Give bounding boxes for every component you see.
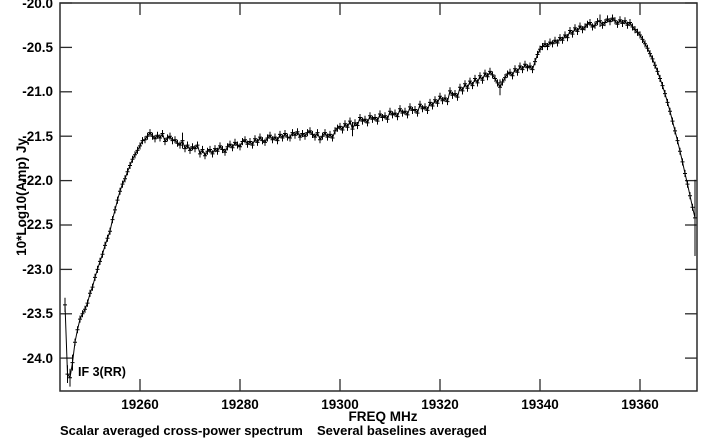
- y-tick-label: -22.5: [22, 217, 53, 232]
- y-tick-label: -22.0: [22, 173, 53, 188]
- if-band-label: IF 3(RR): [78, 365, 126, 379]
- plot-frame: [59, 2, 698, 392]
- x-tick-label: 19260: [121, 397, 159, 412]
- x-tick-label: 19320: [421, 397, 459, 412]
- x-tick-label: 19300: [321, 397, 359, 412]
- y-axis-label: 10*Log10(Amp) Jy: [14, 138, 29, 256]
- y-tick-label: -20.0: [22, 0, 53, 11]
- x-tick-label: 19360: [621, 397, 659, 412]
- x-axis-label: FREQ MHz: [349, 409, 418, 424]
- y-tick-label: -20.5: [22, 40, 53, 55]
- spectrum-markers-error-bars: [63, 14, 697, 387]
- y-tick-label: -24.0: [22, 351, 53, 366]
- spectrum-line: [64, 17, 696, 379]
- y-tick-label: -21.5: [22, 129, 53, 144]
- y-tick-label: -21.0: [22, 84, 53, 99]
- x-tick-label: 19280: [221, 397, 259, 412]
- y-tick-label: -23.5: [22, 306, 53, 321]
- data-series: [63, 14, 697, 387]
- caption-spectrum-type: Scalar averaged cross-power spectrum: [60, 423, 303, 438]
- x-tick-label: 19340: [521, 397, 559, 412]
- axis-ticks: [60, 2, 697, 391]
- caption-baselines: Several baselines averaged: [317, 423, 487, 438]
- y-tick-label: -23.0: [22, 262, 53, 277]
